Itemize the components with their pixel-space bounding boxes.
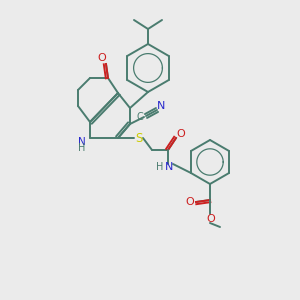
Text: N: N	[165, 162, 173, 172]
Text: O: O	[98, 53, 106, 63]
Text: C: C	[136, 112, 143, 122]
Text: O: O	[177, 129, 185, 139]
Text: N: N	[157, 101, 165, 111]
Text: S: S	[135, 131, 143, 145]
Text: H: H	[156, 162, 164, 172]
Text: H: H	[78, 143, 86, 153]
Text: O: O	[186, 197, 194, 207]
Text: O: O	[207, 214, 215, 224]
Text: N: N	[78, 137, 86, 147]
